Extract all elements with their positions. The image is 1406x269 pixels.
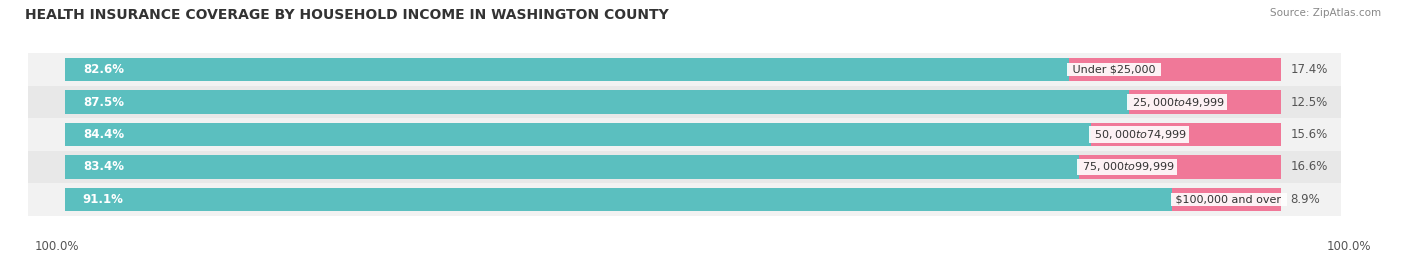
Text: 82.6%: 82.6% xyxy=(83,63,124,76)
Bar xyxy=(1091,123,1281,146)
Bar xyxy=(65,188,1173,211)
Bar xyxy=(1173,188,1281,211)
Text: 100.0%: 100.0% xyxy=(1326,240,1371,253)
Text: 100.0%: 100.0% xyxy=(35,240,80,253)
Bar xyxy=(1069,58,1281,81)
Text: 16.6%: 16.6% xyxy=(1291,161,1327,174)
Bar xyxy=(65,58,1069,81)
Text: 15.6%: 15.6% xyxy=(1291,128,1327,141)
Text: 84.4%: 84.4% xyxy=(83,128,124,141)
Text: $75,000 to $99,999: $75,000 to $99,999 xyxy=(1078,161,1175,174)
Text: Source: ZipAtlas.com: Source: ZipAtlas.com xyxy=(1270,8,1381,18)
Bar xyxy=(65,155,1078,179)
Text: HEALTH INSURANCE COVERAGE BY HOUSEHOLD INCOME IN WASHINGTON COUNTY: HEALTH INSURANCE COVERAGE BY HOUSEHOLD I… xyxy=(25,8,669,22)
Text: $25,000 to $49,999: $25,000 to $49,999 xyxy=(1129,95,1225,108)
Text: 83.4%: 83.4% xyxy=(83,161,124,174)
Bar xyxy=(4,151,1341,183)
Text: $100,000 and over: $100,000 and over xyxy=(1173,194,1285,204)
Text: 91.1%: 91.1% xyxy=(83,193,124,206)
Text: 87.5%: 87.5% xyxy=(83,95,124,108)
Bar xyxy=(65,123,1091,146)
Bar xyxy=(4,86,1341,118)
Bar xyxy=(1078,155,1281,179)
Bar xyxy=(1129,90,1281,114)
Text: $50,000 to $74,999: $50,000 to $74,999 xyxy=(1091,128,1188,141)
Bar xyxy=(4,183,1341,216)
Bar xyxy=(65,90,1129,114)
Text: Under $25,000: Under $25,000 xyxy=(1069,65,1159,75)
Text: 12.5%: 12.5% xyxy=(1291,95,1327,108)
Text: 8.9%: 8.9% xyxy=(1291,193,1320,206)
Text: 17.4%: 17.4% xyxy=(1291,63,1327,76)
Bar xyxy=(4,118,1341,151)
Bar xyxy=(4,53,1341,86)
